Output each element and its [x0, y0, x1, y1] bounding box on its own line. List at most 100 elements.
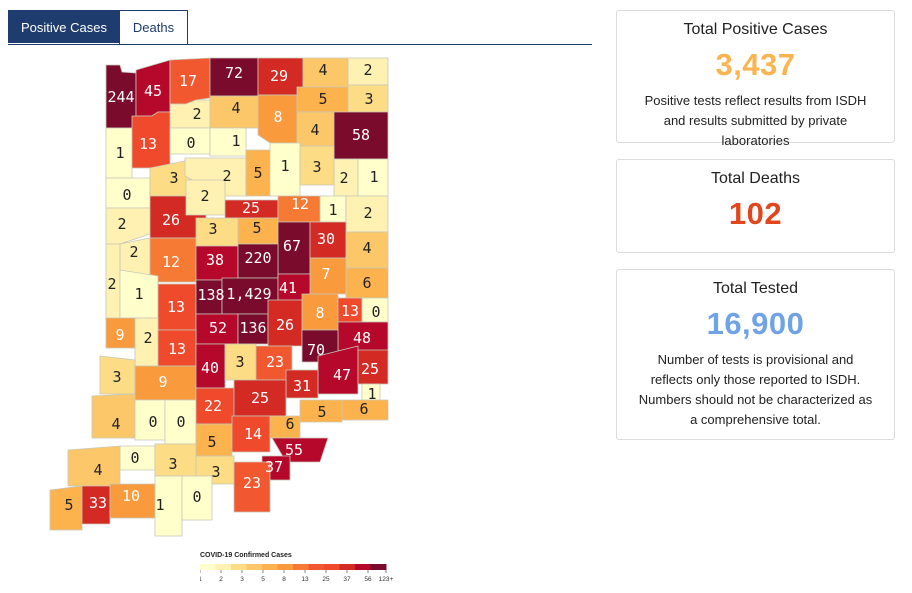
county-label-benton: 0 — [122, 186, 131, 204]
county-label-jefferson: 5 — [317, 403, 326, 421]
county-starke[interactable] — [169, 99, 211, 129]
legend-title: COVID-19 Confirmed Cases — [200, 552, 292, 559]
county-label-fulton: 1 — [231, 132, 240, 150]
county-label-porter: 45 — [144, 82, 162, 100]
county-vanderburgh[interactable] — [81, 485, 111, 525]
county-label-cass: 2 — [222, 167, 231, 185]
positive-cases-title: Total Positive Cases — [683, 21, 828, 38]
county-label-knox: 4 — [111, 415, 120, 433]
county-label-spencer: 1 — [155, 496, 164, 514]
legend-swatch — [262, 564, 278, 570]
county-label-union: 0 — [371, 303, 380, 321]
county-newton[interactable] — [131, 111, 171, 169]
county-label-boone: 38 — [206, 251, 224, 269]
county-warren[interactable] — [105, 207, 151, 245]
county-label-martin: 0 — [176, 413, 185, 431]
deaths-title: Total Deaths — [711, 170, 800, 187]
county-label-pulaski: 0 — [186, 134, 195, 152]
tested-title: Total Tested — [712, 280, 799, 297]
county-label-randolph: 4 — [362, 239, 371, 257]
positive-cases-value: 3,437 — [715, 47, 796, 82]
county-label-parke: 1 — [134, 285, 143, 303]
county-label-ripley: 47 — [333, 366, 351, 384]
legend-swatch — [277, 564, 294, 570]
county-label-decatur: 70 — [307, 341, 325, 359]
county-label-wayne: 6 — [362, 274, 371, 292]
county-washington[interactable] — [231, 415, 271, 453]
county-label-carroll: 2 — [200, 187, 209, 205]
legend-swatch — [200, 564, 216, 570]
county-label-posey: 5 — [64, 496, 73, 514]
legend-tick-label: 5 — [261, 576, 265, 583]
county-label-newton: 13 — [139, 135, 157, 153]
tab-deaths[interactable]: Deaths — [119, 10, 188, 44]
county-label-jay: 2 — [363, 204, 372, 222]
county-label-clay: 2 — [143, 329, 152, 347]
county-label-tipton: 5 — [252, 219, 261, 237]
legend-swatch — [215, 564, 232, 570]
legend-tick-label: 8 — [282, 576, 286, 583]
county-label-harrison: 23 — [243, 474, 261, 492]
county-label-dubois: 3 — [168, 455, 177, 473]
legend-swatch — [231, 564, 247, 570]
county-perry[interactable] — [181, 475, 213, 521]
county-label-wells: 2 — [339, 169, 348, 187]
county-label-warrick: 10 — [122, 487, 140, 505]
county-label-lawrence: 22 — [204, 397, 222, 415]
county-label-gibson: 4 — [93, 461, 102, 479]
county-label-hamilton: 220 — [244, 249, 271, 267]
county-label-scott: 6 — [285, 415, 294, 433]
positive-cases-note: Positive tests reflect results from ISDH… — [644, 93, 867, 148]
county-label-daviess: 0 — [148, 413, 157, 431]
county-label-miami: 5 — [253, 164, 262, 182]
county-label-tippecanoe: 26 — [162, 211, 180, 229]
county-harrison[interactable] — [233, 461, 271, 513]
county-spencer[interactable] — [154, 475, 183, 537]
county-label-delaware: 30 — [317, 230, 335, 248]
county-label-grant: 12 — [291, 195, 309, 213]
county-label-vanderburgh: 33 — [89, 494, 107, 512]
legend-tick-label: 13 — [301, 576, 309, 583]
county-label-white: 3 — [169, 169, 178, 187]
county-label-orange: 5 — [207, 433, 216, 451]
county-label-steuben: 2 — [363, 61, 372, 79]
legend-tick-label: 1 — [200, 576, 202, 583]
county-label-starke: 2 — [192, 105, 201, 123]
county-label-whitley: 4 — [310, 121, 319, 139]
county-label-pike: 0 — [130, 449, 139, 467]
county-label-fayette: 13 — [341, 302, 359, 320]
county-label-jennings: 31 — [293, 377, 311, 395]
county-label-perry: 0 — [192, 488, 201, 506]
county-label-henry: 7 — [321, 265, 330, 283]
county-label-fountain: 2 — [129, 243, 138, 261]
county-label-dearborn: 25 — [361, 360, 379, 378]
county-label-stjoseph: 72 — [225, 64, 243, 82]
county-label-putnam: 13 — [167, 298, 185, 316]
tested-value: 16,900 — [706, 306, 805, 341]
county-jefferson[interactable] — [299, 399, 343, 423]
county-label-monroe: 40 — [201, 359, 219, 377]
legend-swatch — [355, 564, 371, 570]
county-label-bartholomew: 23 — [266, 353, 284, 371]
county-switzerland[interactable] — [341, 399, 389, 421]
county-label-noble: 5 — [318, 90, 327, 108]
county-label-switzerland: 6 — [359, 400, 368, 418]
county-label-morgan: 52 — [209, 319, 227, 337]
county-posey[interactable] — [49, 485, 83, 531]
total-positive-cases-card: Total Positive Cases 3,437 Positive test… — [616, 10, 895, 148]
legend-swatch — [339, 564, 356, 570]
county-dearborn[interactable] — [357, 349, 389, 385]
county-label-marion: 1,429 — [226, 285, 271, 303]
tab-positive-cases[interactable]: Positive Cases — [8, 10, 120, 43]
legend-swatch — [246, 564, 263, 570]
county-label-floyd: 37 — [265, 458, 283, 476]
county-label-hancock: 41 — [279, 279, 297, 297]
county-label-dekalb: 3 — [364, 90, 373, 108]
county-fulton[interactable] — [209, 127, 247, 157]
county-label-franklin: 48 — [353, 329, 371, 347]
county-label-rush: 8 — [315, 304, 324, 322]
tab-bar: Positive Cases Deaths — [8, 10, 592, 45]
county-label-marshall: 4 — [231, 99, 240, 117]
county-label-washington: 14 — [244, 425, 262, 443]
